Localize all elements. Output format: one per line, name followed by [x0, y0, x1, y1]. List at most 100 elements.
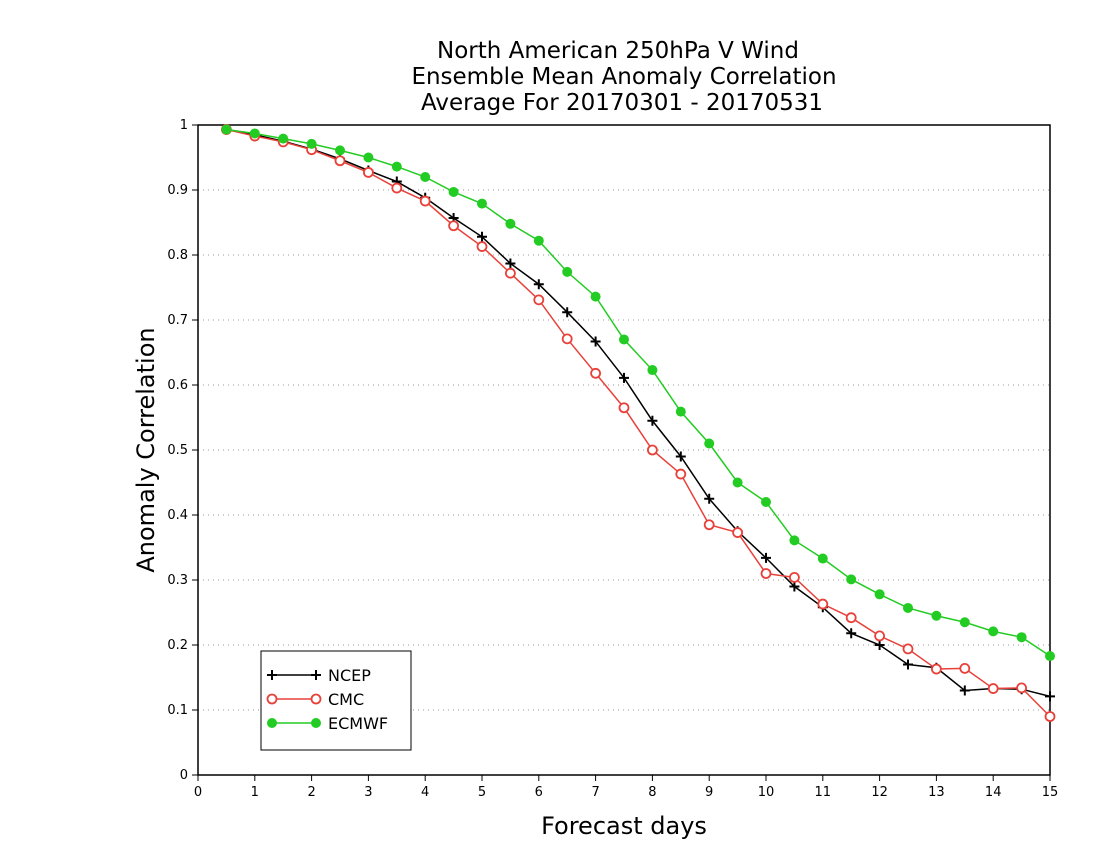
- point-ecmwf: [335, 145, 345, 156]
- point-ecmwf: [363, 152, 374, 163]
- point-ecmwf: [789, 535, 800, 546]
- point-ncep: [704, 493, 715, 504]
- point-ecmwf: [874, 589, 885, 600]
- legend-marker-ecmwf: [267, 718, 277, 728]
- point-ecmwf: [1045, 651, 1055, 662]
- point-cmc: [732, 527, 743, 538]
- point-ecmwf: [249, 128, 260, 139]
- y-tick-label: 0.7: [167, 313, 188, 328]
- point-ecmwf: [306, 138, 317, 149]
- point-ncep: [959, 685, 970, 696]
- point-cmc: [1044, 711, 1056, 722]
- point-cmc: [902, 643, 914, 655]
- point-cmc: [817, 598, 829, 610]
- y-tick-label: 0.4: [167, 508, 188, 523]
- point-ecmwf: [533, 235, 544, 246]
- gridlines: [198, 189, 1050, 711]
- y-tick-label: 0.6: [167, 378, 188, 393]
- y-tick-label: 0.3: [167, 573, 188, 588]
- x-tick-label: 2: [307, 785, 315, 800]
- point-ecmwf: [704, 438, 715, 449]
- point-ecmwf: [278, 133, 289, 144]
- x-tick-label: 13: [928, 785, 945, 800]
- point-ecmwf: [931, 610, 942, 621]
- legend-item-cmc: CMC: [266, 690, 364, 709]
- point-cmc: [675, 468, 687, 480]
- title-line-1: North American 250hPa V Wind: [437, 38, 799, 64]
- point-ecmwf: [562, 266, 573, 277]
- point-cmc: [703, 519, 715, 531]
- series-ncep: [221, 124, 1055, 702]
- x-tick-label: 10: [758, 785, 775, 800]
- y-tick-label: 0.2: [167, 638, 188, 653]
- x-tick-label: 0: [194, 785, 202, 800]
- point-cmc: [931, 663, 942, 675]
- point-cmc: [391, 182, 403, 194]
- point-ecmwf: [391, 161, 402, 172]
- point-ecmwf: [647, 365, 658, 376]
- x-tick-label: 4: [421, 785, 429, 800]
- point-ncep: [477, 231, 487, 242]
- x-tick-label: 8: [648, 785, 656, 800]
- legend-marker-cmc: [266, 693, 278, 705]
- point-ecmwf: [1016, 632, 1027, 643]
- point-ncep: [903, 659, 913, 670]
- legend-label-cmc: CMC: [328, 690, 364, 709]
- point-ncep: [874, 640, 885, 650]
- legend-label-ncep: NCEP: [328, 666, 371, 685]
- point-cmc: [789, 572, 800, 583]
- y-tick-label: 0.5: [167, 443, 188, 458]
- series-cmc: [220, 124, 1056, 722]
- point-ncep: [533, 279, 544, 290]
- point-ecmwf: [732, 477, 743, 488]
- point-ecmwf: [477, 198, 487, 209]
- point-ncep: [619, 372, 629, 383]
- point-ncep: [789, 581, 800, 592]
- point-cmc: [760, 568, 772, 579]
- point-ncep: [505, 258, 516, 269]
- point-cmc: [533, 294, 545, 306]
- point-cmc: [476, 241, 488, 252]
- chart-title: North American 250hPa V Wind Ensemble Me…: [411, 38, 836, 116]
- series-group: [220, 124, 1056, 722]
- x-tick-label: 3: [364, 785, 372, 800]
- point-cmc: [590, 367, 601, 379]
- legend-item-ncep: NCEP: [267, 666, 371, 685]
- x-tick-label: 15: [1042, 785, 1059, 800]
- legend-marker-cmc: [310, 693, 322, 705]
- y-tick-label: 0.8: [167, 248, 188, 263]
- point-cmc: [334, 155, 346, 167]
- x-tick-label: 12: [871, 785, 888, 800]
- point-ncep: [590, 336, 601, 347]
- point-cmc: [959, 663, 971, 674]
- legend-marker-ecmwf: [311, 718, 321, 728]
- x-tick-label: 14: [985, 785, 1002, 800]
- x-tick-label: 5: [478, 785, 486, 800]
- point-cmc: [874, 630, 885, 642]
- point-ncep: [846, 628, 857, 639]
- y-tick-label: 0.1: [167, 703, 188, 718]
- y-tick-label: 0.9: [167, 183, 188, 198]
- point-ecmwf: [988, 626, 999, 637]
- y-tick-label: 0: [180, 768, 188, 783]
- y-tick-label: 1: [180, 118, 188, 133]
- point-ecmwf: [505, 218, 516, 229]
- point-ecmwf: [846, 574, 857, 585]
- x-tick-label: 6: [535, 785, 543, 800]
- point-ncep: [761, 552, 771, 563]
- title-line-3: Average For 20170301 - 20170531: [421, 90, 823, 116]
- point-cmc: [845, 612, 857, 624]
- point-ecmwf: [675, 406, 686, 417]
- x-tick-label: 1: [251, 785, 259, 800]
- point-ecmwf: [619, 334, 629, 345]
- series-ecmwf: [221, 124, 1055, 662]
- y-axis-label: Anomaly Correlation: [132, 327, 160, 572]
- x-axis-label: Forecast days: [541, 812, 707, 840]
- legend-marker-ncep: [311, 670, 321, 680]
- point-cmc: [504, 267, 516, 279]
- legend: NCEP CMC ECMWF: [260, 650, 412, 751]
- point-cmc: [362, 167, 374, 178]
- point-ncep: [1045, 691, 1055, 702]
- legend-marker-ncep: [267, 670, 277, 680]
